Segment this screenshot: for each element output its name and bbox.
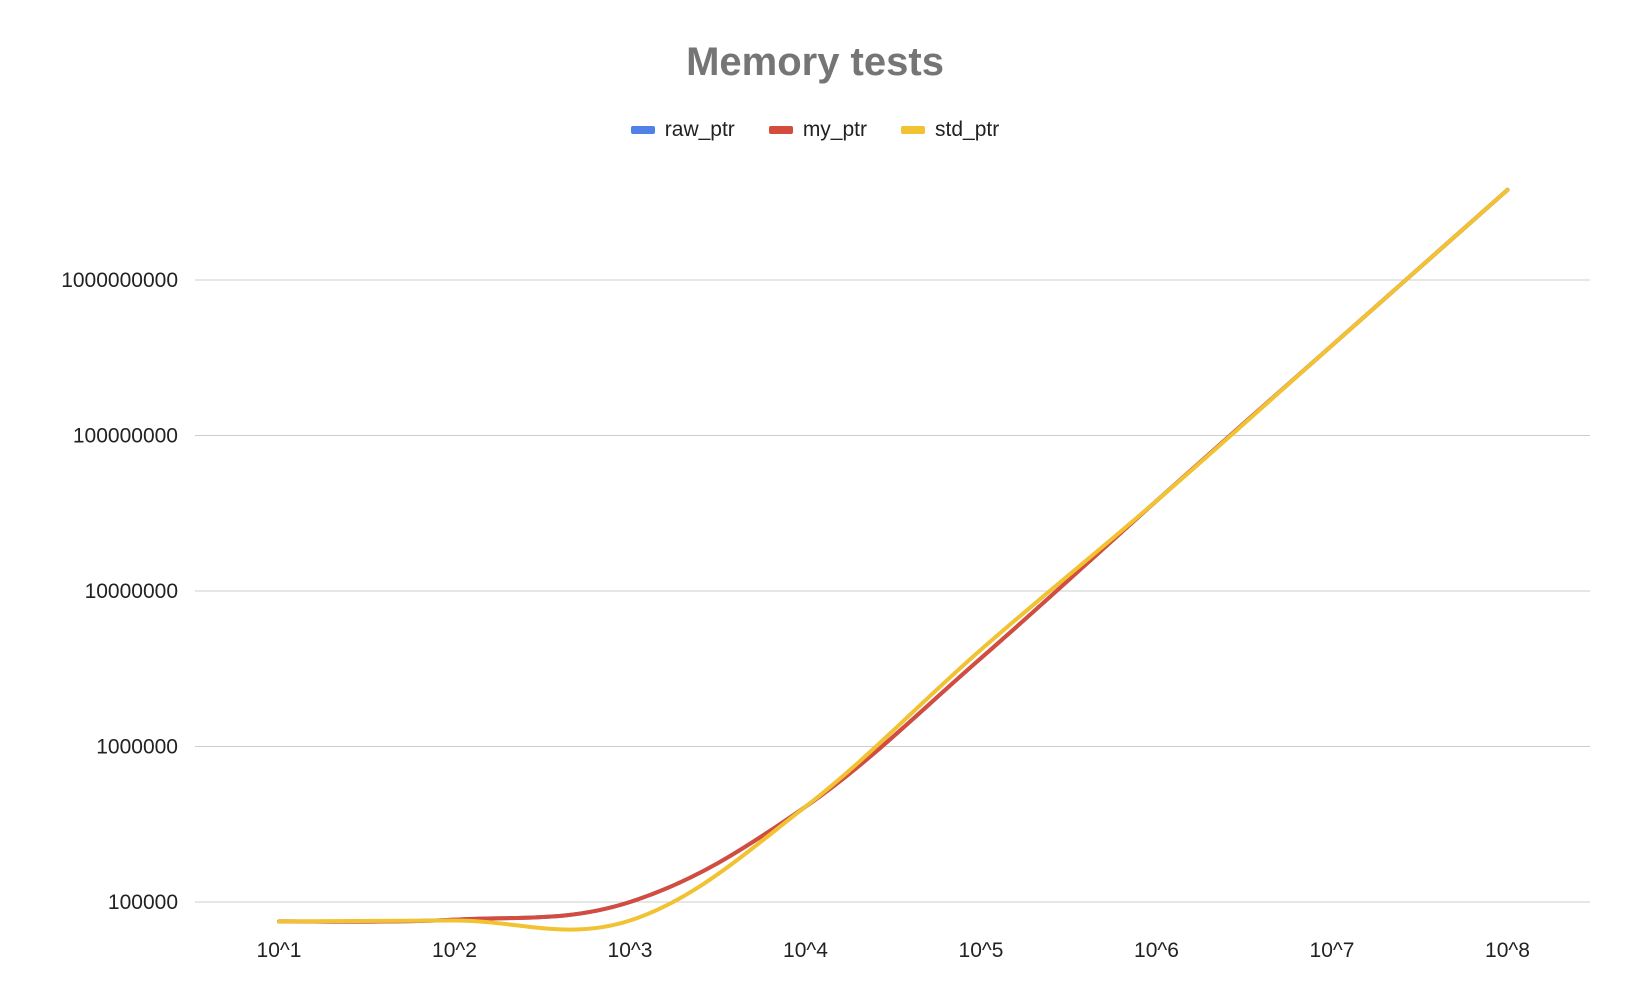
x-tick-label: 10^1 bbox=[257, 939, 302, 962]
legend-label-raw-ptr: raw_ptr bbox=[664, 118, 735, 141]
legend-item-raw-ptr[interactable]: raw_ptr bbox=[630, 118, 735, 142]
legend-swatch-raw-ptr bbox=[630, 126, 655, 134]
y-tick-label: 1000000 bbox=[96, 736, 178, 759]
legend: raw_ptr my_ptr std_ptr bbox=[0, 118, 1630, 142]
x-tick-label: 10^8 bbox=[1485, 939, 1530, 962]
chart-title: Memory tests bbox=[686, 40, 944, 84]
x-tick-label: 10^6 bbox=[1134, 939, 1179, 962]
x-tick-label: 10^2 bbox=[432, 939, 477, 962]
legend-swatch-std-ptr bbox=[901, 126, 925, 134]
grid-layer bbox=[195, 279, 1590, 903]
x-tick-label: 10^4 bbox=[783, 939, 828, 962]
x-tick-label: 10^7 bbox=[1310, 939, 1355, 962]
series-line-std-ptr[interactable] bbox=[277, 187, 1510, 932]
y-tick-labels: 100000 1000000 10000000 100000000 1000000000 bbox=[61, 269, 178, 914]
legend-item-std-ptr[interactable]: std_ptr bbox=[901, 118, 999, 142]
y-tick-label: 10000000 bbox=[85, 580, 178, 603]
series-lines bbox=[277, 187, 1510, 932]
x-tick-labels: 10^1 10^2 10^3 10^4 10^5 10^6 10^7 10^8 bbox=[257, 939, 1530, 962]
y-tick-label: 100000 bbox=[108, 891, 178, 914]
legend-label-my-ptr: my_ptr bbox=[802, 118, 867, 141]
x-tick-label: 10^5 bbox=[959, 939, 1004, 962]
y-tick-label: 1000000000 bbox=[61, 269, 178, 292]
y-tick-label: 100000000 bbox=[73, 425, 178, 448]
legend-swatch-my-ptr bbox=[768, 126, 793, 134]
legend-label-std-ptr: std_ptr bbox=[935, 118, 1000, 141]
legend-item-my-ptr[interactable]: my_ptr bbox=[768, 118, 867, 142]
x-tick-label: 10^3 bbox=[608, 939, 653, 962]
series-line-my-ptr[interactable] bbox=[277, 187, 1510, 924]
series-line-raw-ptr[interactable] bbox=[277, 187, 1510, 924]
